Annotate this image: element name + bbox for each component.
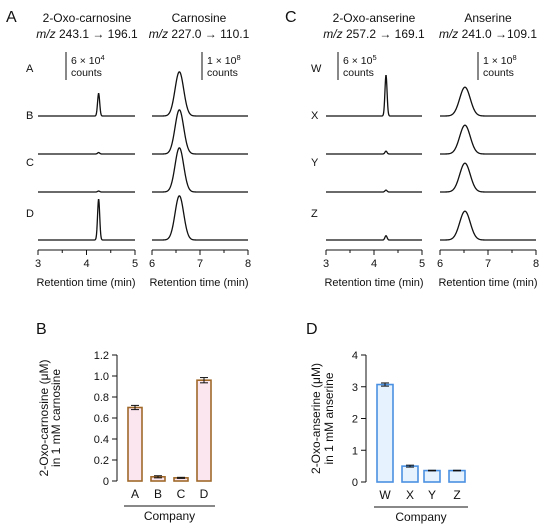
- trace-c-left-Y: [326, 189, 422, 193]
- x-tick-label-b-B: B: [154, 487, 162, 501]
- panel-letter-a: A: [6, 9, 17, 26]
- x-axis-title-b: Company: [144, 509, 195, 523]
- trace-c-right-W: [440, 86, 536, 117]
- y-tick-label-d-3: 3: [352, 382, 358, 394]
- y-tick-label-b-0.4: 0.4: [94, 434, 109, 446]
- y-axis-title-b-line1: 2-Oxo-carnosine (μM): [37, 360, 51, 477]
- panel-c-right-xlabel: Retention time (min): [438, 277, 537, 289]
- panel-letter-b: B: [36, 321, 47, 338]
- panel-a-left-scale-unit: counts: [71, 67, 102, 79]
- y-axis-title-b-line2: in 1 mM carnosine: [49, 369, 63, 467]
- panel-a-right-scale-unit: counts: [207, 67, 238, 79]
- trace-c-right-Y: [440, 162, 536, 193]
- y-tick-label-d-1: 1: [352, 445, 358, 457]
- panel-c-left-title: 2-Oxo-anserine: [333, 11, 416, 25]
- row-label-C: C: [26, 157, 34, 169]
- y-tick-label-b-0: 0: [103, 476, 109, 488]
- bar-X: [401, 465, 419, 483]
- panel-c-left-scale-unit: counts: [343, 67, 374, 79]
- x-tick-label-c-right-6: 6: [437, 258, 443, 270]
- y-axis-title-d-line1: 2-Oxo-anserine (μM): [309, 363, 323, 474]
- x-axis-title-d: Company: [395, 510, 446, 524]
- panel-c-right-scale-label: 1 × 108: [483, 53, 517, 67]
- x-tick-label-c-left-4: 4: [371, 258, 377, 270]
- x-tick-label-a-left-4: 4: [83, 258, 89, 270]
- panel-a-right-transition: m/z 227.0 → 110.1: [149, 27, 250, 41]
- row-label-D: D: [26, 208, 34, 220]
- bar-Z: [448, 469, 466, 483]
- panel-letter-d: D: [306, 321, 318, 338]
- trace-a-right-A: [152, 71, 248, 117]
- trace-a-left-D: [38, 199, 135, 241]
- x-tick-label-a-right-6: 6: [149, 258, 155, 270]
- trace-a-left-A: [38, 93, 135, 117]
- x-tick-label-d-Z: Z: [453, 488, 460, 502]
- x-tick-label-d-X: X: [406, 488, 414, 502]
- panel-a-right-xlabel: Retention time (min): [149, 277, 248, 289]
- panel-c-right-scale-unit: counts: [483, 67, 514, 79]
- y-tick-label-b-0.6: 0.6: [94, 413, 109, 425]
- panel-a-right-scale-label: 1 × 108: [207, 53, 241, 67]
- panel-c-left-transition: m/z 257.2 → 169.1: [323, 27, 425, 41]
- panel-c-left-xlabel: Retention time (min): [324, 277, 423, 289]
- row-label-A: A: [26, 63, 34, 75]
- y-tick-label-b-0.8: 0.8: [94, 392, 109, 404]
- trace-c-left-W: [326, 75, 422, 117]
- x-tick-label-c-right-7: 7: [485, 258, 491, 270]
- panel-a-left-title: 2-Oxo-carnosine: [43, 11, 132, 25]
- x-tick-label-a-left-3: 3: [35, 258, 41, 270]
- bar-Y: [423, 469, 441, 483]
- row-label-X: X: [311, 110, 319, 122]
- x-tick-label-b-A: A: [131, 487, 139, 501]
- x-tick-label-a-right-8: 8: [245, 258, 251, 270]
- x-tick-label-d-W: W: [379, 488, 391, 502]
- x-tick-label-b-D: D: [200, 487, 209, 501]
- x-tick-label-d-Y: Y: [428, 488, 436, 502]
- panel-letter-c: C: [285, 9, 297, 26]
- x-tick-label-c-left-5: 5: [419, 258, 425, 270]
- trace-a-left-B: [38, 151, 135, 155]
- bar-A: [127, 406, 143, 482]
- y-tick-label-d-4: 4: [352, 350, 358, 362]
- trace-a-right-B: [152, 109, 248, 155]
- y-tick-label-d-0: 0: [352, 477, 358, 489]
- trace-a-right-C: [152, 147, 248, 193]
- trace-a-left-C: [38, 190, 135, 193]
- y-tick-label-b-0.2: 0.2: [94, 455, 109, 467]
- panel-a-left-xlabel: Retention time (min): [36, 277, 135, 289]
- x-tick-label-a-left-5: 5: [132, 258, 138, 270]
- x-tick-label-c-right-8: 8: [533, 258, 539, 270]
- trace-c-right-Z: [440, 210, 536, 241]
- row-label-Y: Y: [311, 157, 319, 169]
- panel-c-right-transition: m/z 241.0 →109.1: [439, 27, 537, 41]
- panel-c-left-scale-label: 6 × 105: [343, 53, 377, 67]
- trace-c-left-Z: [326, 235, 422, 241]
- trace-c-right-X: [440, 124, 536, 155]
- x-tick-label-a-right-7: 7: [197, 258, 203, 270]
- y-tick-label-d-2: 2: [352, 414, 358, 426]
- row-label-B: B: [26, 110, 33, 122]
- y-axis-title-d-line2: in 1 mM anserine: [322, 372, 336, 464]
- trace-c-left-X: [326, 150, 422, 155]
- x-tick-label-c-left-3: 3: [323, 258, 329, 270]
- row-label-W: W: [311, 63, 322, 75]
- bar-D: [196, 379, 212, 482]
- row-label-Z: Z: [311, 208, 318, 220]
- panel-c-right-title: Anserine: [464, 11, 512, 25]
- panel-a-left-transition: m/z 243.1 → 196.1: [36, 27, 138, 41]
- panel-a-left-scale-label: 6 × 104: [71, 53, 105, 67]
- panel-a-right-title: Carnosine: [172, 11, 227, 25]
- y-tick-label-b-1.0: 1.0: [94, 371, 109, 383]
- trace-a-right-D: [152, 195, 248, 241]
- y-tick-label-b-1.2: 1.2: [94, 350, 109, 362]
- x-tick-label-b-C: C: [177, 487, 186, 501]
- bar-W: [376, 383, 394, 483]
